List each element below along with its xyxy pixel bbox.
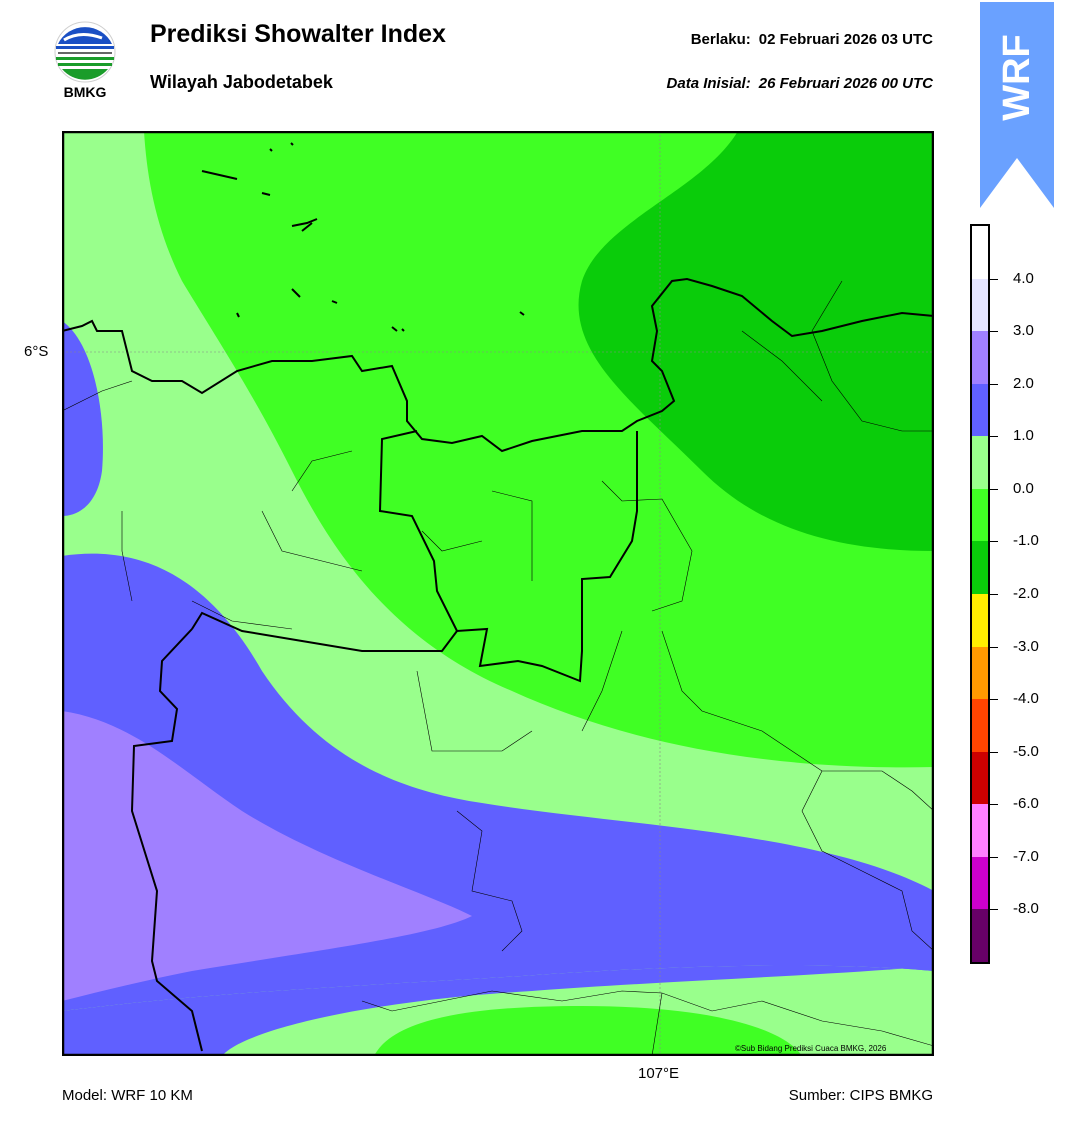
contour-blue-west bbox=[62, 321, 103, 516]
latitude-label: 6°S bbox=[24, 343, 49, 360]
district-lines bbox=[62, 280, 934, 1056]
colorbar bbox=[970, 224, 990, 964]
init-time-value: 26 Februari 2026 00 UTC bbox=[758, 75, 933, 92]
colorbar-tick-label: 1.0 bbox=[1013, 427, 1034, 445]
colorbar-segment bbox=[972, 488, 988, 542]
colorbar-segment bbox=[972, 331, 988, 385]
colorbar-tick bbox=[990, 699, 998, 701]
init-time-label: Data Inisial: bbox=[666, 75, 751, 92]
colorbar-tick-label: 2.0 bbox=[1013, 374, 1034, 392]
colorbar-tick-label: -3.0 bbox=[1013, 637, 1039, 655]
islands bbox=[201, 142, 525, 332]
colorbar-segment bbox=[972, 226, 988, 280]
contour-green-south bbox=[374, 1006, 802, 1056]
contour-purple bbox=[62, 711, 472, 1001]
colorbar-segment bbox=[972, 594, 988, 648]
colorbar-tick bbox=[990, 541, 998, 543]
colorbar-segment bbox=[972, 856, 988, 910]
colorbar-tick-label: -2.0 bbox=[1013, 585, 1039, 602]
contour-blue-south bbox=[62, 965, 934, 1056]
showalter-map bbox=[62, 131, 934, 1056]
coastline bbox=[62, 277, 934, 453]
colorbar-segment bbox=[972, 699, 988, 753]
valid-time: Berlaku: 02 Februari 2026 03 UTC bbox=[683, 31, 933, 48]
colorbar-tick-label: 0.0 bbox=[1013, 479, 1034, 497]
colorbar-tick-label: -7.0 bbox=[1013, 847, 1039, 865]
longitude-label: 107°E bbox=[638, 1065, 680, 1082]
model-label: Model: WRF 10 KM bbox=[62, 1087, 193, 1104]
colorbar-tick bbox=[990, 436, 998, 438]
colorbar-segment bbox=[972, 436, 988, 490]
colorbar-tick bbox=[990, 331, 998, 333]
colorbar-segment bbox=[972, 278, 988, 332]
colorbar-segment bbox=[972, 541, 988, 595]
wrf-ribbon bbox=[980, 2, 1054, 208]
colorbar-segment bbox=[972, 646, 988, 700]
colorbar-segment bbox=[972, 383, 988, 437]
logo-text: BMKG bbox=[63, 84, 107, 100]
colorbar-segment bbox=[972, 804, 988, 858]
contour-dark-green bbox=[578, 131, 934, 551]
colorbar-tick bbox=[990, 594, 998, 595]
colorbar-tick bbox=[990, 488, 998, 490]
colorbar-tick bbox=[990, 804, 998, 806]
copyright-text: ©Sub Bidang Prediksi Cuaca BMKG, 2026 bbox=[735, 1044, 887, 1053]
colorbar-tick-label: 4.0 bbox=[1013, 269, 1034, 287]
colorbar-segment bbox=[972, 751, 988, 805]
colorbar-tick-label: -4.0 bbox=[1013, 690, 1039, 708]
valid-time-value: 02 Februari 2026 03 UTC bbox=[758, 31, 933, 48]
colorbar-tick bbox=[990, 383, 998, 385]
colorbar-tick-label: -6.0 bbox=[1013, 795, 1039, 813]
page-title: Prediksi Showalter Index bbox=[150, 20, 446, 48]
province-boundary-west bbox=[130, 611, 458, 1052]
source-label: Sumber: CIPS BMKG bbox=[788, 1087, 933, 1104]
valid-time-label: Berlaku: bbox=[690, 31, 751, 48]
bmkg-logo bbox=[54, 21, 116, 83]
colorbar-tick-label: -8.0 bbox=[1013, 900, 1039, 918]
init-time: Data Inisial: 26 Februari 2026 00 UTC bbox=[659, 75, 933, 92]
colorbar-tick bbox=[990, 751, 998, 753]
colorbar-tick-label: -5.0 bbox=[1013, 742, 1039, 760]
colorbar-tick bbox=[990, 909, 998, 911]
colorbar-tick bbox=[990, 646, 998, 648]
colorbar-tick-label: 3.0 bbox=[1013, 322, 1034, 340]
province-boundary bbox=[378, 430, 638, 683]
wrf-ribbon-label: WRF bbox=[995, 33, 1038, 121]
colorbar-segment bbox=[972, 909, 988, 963]
colorbar-tick bbox=[990, 856, 998, 858]
colorbar-tick-label: -1.0 bbox=[1013, 532, 1039, 550]
region-subtitle: Wilayah Jabodetabek bbox=[150, 72, 333, 92]
colorbar-tick bbox=[990, 278, 998, 280]
